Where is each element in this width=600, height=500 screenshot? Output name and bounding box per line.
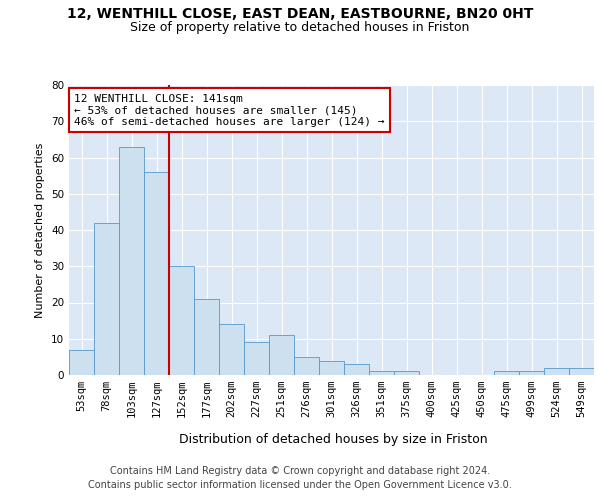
Text: Contains public sector information licensed under the Open Government Licence v3: Contains public sector information licen… bbox=[88, 480, 512, 490]
Text: Distribution of detached houses by size in Friston: Distribution of detached houses by size … bbox=[179, 432, 487, 446]
Bar bbox=[294, 357, 319, 375]
Bar bbox=[69, 350, 94, 375]
Text: Size of property relative to detached houses in Friston: Size of property relative to detached ho… bbox=[130, 21, 470, 34]
Bar bbox=[569, 368, 594, 375]
Bar bbox=[244, 342, 269, 375]
Bar bbox=[544, 368, 569, 375]
Bar bbox=[269, 335, 294, 375]
Text: Contains HM Land Registry data © Crown copyright and database right 2024.: Contains HM Land Registry data © Crown c… bbox=[110, 466, 490, 476]
Bar bbox=[494, 372, 519, 375]
Text: 12, WENTHILL CLOSE, EAST DEAN, EASTBOURNE, BN20 0HT: 12, WENTHILL CLOSE, EAST DEAN, EASTBOURN… bbox=[67, 8, 533, 22]
Bar bbox=[169, 266, 194, 375]
Bar bbox=[369, 372, 394, 375]
Text: 12 WENTHILL CLOSE: 141sqm
← 53% of detached houses are smaller (145)
46% of semi: 12 WENTHILL CLOSE: 141sqm ← 53% of detac… bbox=[74, 94, 385, 127]
Bar bbox=[194, 299, 219, 375]
Bar bbox=[394, 372, 419, 375]
Y-axis label: Number of detached properties: Number of detached properties bbox=[35, 142, 46, 318]
Bar bbox=[344, 364, 369, 375]
Bar bbox=[219, 324, 244, 375]
Bar bbox=[519, 372, 544, 375]
Bar bbox=[94, 223, 119, 375]
Bar bbox=[119, 146, 144, 375]
Bar bbox=[144, 172, 169, 375]
Bar bbox=[319, 360, 344, 375]
